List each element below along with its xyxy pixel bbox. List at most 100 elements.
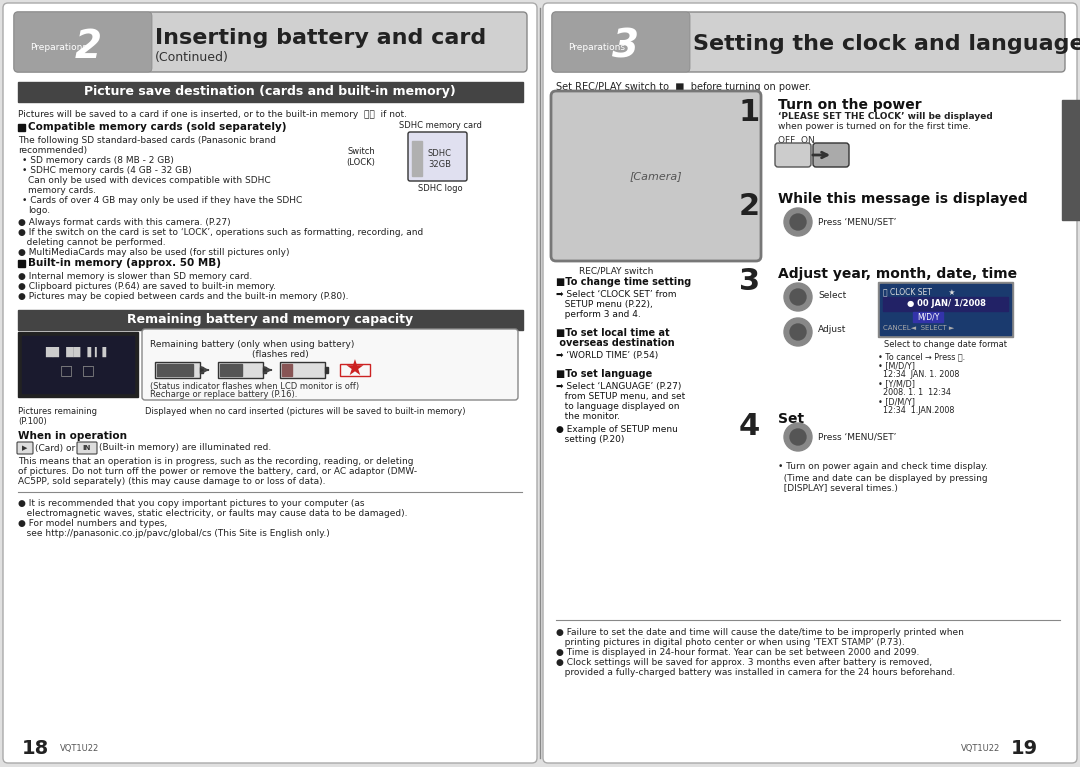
Text: Inserting battery and card: Inserting battery and card — [156, 28, 486, 48]
Text: ■To set local time at: ■To set local time at — [556, 328, 670, 338]
Text: The following SD standard-based cards (Panasonic brand: The following SD standard-based cards (P… — [18, 136, 276, 145]
Text: ● Always format cards with this camera. (P.27): ● Always format cards with this camera. … — [18, 218, 231, 227]
Text: perform 3 and 4.: perform 3 and 4. — [556, 310, 640, 319]
Circle shape — [784, 208, 812, 236]
Text: 12:34  1.JAN.2008: 12:34 1.JAN.2008 — [878, 406, 955, 415]
Text: While this message is displayed: While this message is displayed — [778, 192, 1028, 206]
Text: • Cards of over 4 GB may only be used if they have the SDHC: • Cards of over 4 GB may only be used if… — [22, 196, 302, 205]
Text: • Turn on power again and check time display.: • Turn on power again and check time dis… — [778, 462, 988, 471]
Text: when power is turned on for the first time.: when power is turned on for the first ti… — [778, 122, 971, 131]
FancyBboxPatch shape — [408, 132, 467, 181]
Text: ★: ★ — [345, 360, 365, 380]
Text: (Status indicator flashes when LCD monitor is off): (Status indicator flashes when LCD monit… — [150, 382, 360, 391]
Text: ■To change time setting: ■To change time setting — [556, 277, 691, 287]
Text: 18: 18 — [22, 739, 50, 758]
Text: Picture save destination (cards and built-in memory): Picture save destination (cards and buil… — [84, 85, 456, 98]
Text: M/D/Y: M/D/Y — [917, 312, 940, 321]
Bar — [264, 367, 266, 373]
Text: ● Pictures may be copied between cards and the built-in memory (P.80).: ● Pictures may be copied between cards a… — [18, 292, 349, 301]
Bar — [282, 364, 292, 376]
Text: 3: 3 — [612, 28, 639, 66]
Text: (Continued): (Continued) — [156, 51, 229, 64]
Text: Turn on the power: Turn on the power — [778, 98, 921, 112]
Circle shape — [784, 283, 812, 311]
FancyBboxPatch shape — [551, 91, 761, 261]
FancyBboxPatch shape — [543, 3, 1077, 763]
Bar — [883, 297, 1008, 311]
Text: ➡ Select ‘CLOCK SET’ from: ➡ Select ‘CLOCK SET’ from — [556, 290, 676, 299]
Bar — [218, 362, 264, 378]
Bar — [22, 336, 134, 393]
Text: CANCEL◄  SELECT ►: CANCEL◄ SELECT ► — [883, 325, 955, 331]
Text: [DISPLAY] several times.): [DISPLAY] several times.) — [778, 484, 897, 493]
Text: Pictures remaining: Pictures remaining — [18, 407, 97, 416]
Bar — [200, 367, 203, 373]
Text: REC/PLAY switch: REC/PLAY switch — [579, 266, 653, 275]
Text: Pictures will be saved to a card if one is inserted, or to the built-in memory  : Pictures will be saved to a card if one … — [18, 110, 407, 119]
Text: VQT1U22: VQT1U22 — [60, 743, 99, 752]
Bar — [913, 312, 943, 322]
Text: ⌚ CLOCK SET       ★: ⌚ CLOCK SET ★ — [883, 287, 956, 296]
Text: (Time and date can be displayed by pressing: (Time and date can be displayed by press… — [778, 474, 987, 483]
Text: • To cancel → Press Ⓓ.: • To cancel → Press Ⓓ. — [878, 352, 966, 361]
Text: VQT1U22: VQT1U22 — [961, 743, 1000, 752]
Text: ● Clipboard pictures (P.64) are saved to built-in memory.: ● Clipboard pictures (P.64) are saved to… — [18, 282, 276, 291]
Text: ● Example of SETUP menu: ● Example of SETUP menu — [556, 425, 678, 434]
Text: Adjust year, month, date, time: Adjust year, month, date, time — [778, 267, 1017, 281]
Text: 1: 1 — [739, 98, 760, 127]
Text: Set: Set — [778, 412, 805, 426]
Text: Switch
(LOCK): Switch (LOCK) — [346, 147, 375, 166]
Text: ‘PLEASE SET THE CLOCK’ will be displayed: ‘PLEASE SET THE CLOCK’ will be displayed — [778, 112, 993, 121]
Text: SDHC logo: SDHC logo — [418, 184, 462, 193]
Text: setting (P.20): setting (P.20) — [556, 435, 624, 444]
Text: [Camera]: [Camera] — [630, 171, 683, 181]
Text: Adjust: Adjust — [818, 325, 847, 334]
Text: ● Internal memory is slower than SD memory card.: ● Internal memory is slower than SD memo… — [18, 272, 253, 281]
FancyBboxPatch shape — [3, 3, 537, 763]
Text: □  □: □ □ — [60, 363, 95, 377]
Text: from SETUP menu, and set: from SETUP menu, and set — [556, 392, 685, 401]
Bar — [18, 310, 523, 330]
FancyBboxPatch shape — [17, 442, 33, 454]
Text: IN: IN — [83, 445, 91, 451]
Text: This means that an operation is in progress, such as the recording, reading, or : This means that an operation is in progr… — [18, 457, 414, 466]
Text: printing pictures in digital photo center or when using ‘TEXT STAMP’ (P.73).: printing pictures in digital photo cente… — [556, 638, 905, 647]
Circle shape — [789, 214, 806, 230]
Circle shape — [784, 423, 812, 451]
Bar — [325, 367, 328, 373]
Text: Select: Select — [818, 291, 847, 299]
Text: (Built-in memory) are illuminated red.: (Built-in memory) are illuminated red. — [99, 443, 271, 453]
Text: ▶: ▶ — [23, 445, 28, 451]
Text: electromagnetic waves, static electricity, or faults may cause data to be damage: electromagnetic waves, static electricit… — [18, 509, 407, 518]
Circle shape — [789, 429, 806, 445]
Bar — [878, 282, 1013, 337]
Text: see http://panasonic.co.jp/pavc/global/cs (This Site is English only.): see http://panasonic.co.jp/pavc/global/c… — [18, 529, 329, 538]
Text: Remaining battery (only when using battery): Remaining battery (only when using batte… — [150, 340, 354, 349]
Text: Press ‘MENU/SET’: Press ‘MENU/SET’ — [818, 433, 896, 442]
FancyBboxPatch shape — [813, 143, 849, 167]
Text: Select to change date format: Select to change date format — [885, 340, 1008, 349]
Text: ● Failure to set the date and time will cause the date/time to be improperly pri: ● Failure to set the date and time will … — [556, 628, 963, 637]
Bar — [340, 364, 370, 376]
Text: (flashes red): (flashes red) — [252, 350, 309, 359]
Bar — [618, 16, 686, 68]
Text: • SDHC memory cards (4 GB - 32 GB): • SDHC memory cards (4 GB - 32 GB) — [22, 166, 192, 175]
Text: Displayed when no card inserted (pictures will be saved to built-in memory): Displayed when no card inserted (picture… — [145, 407, 465, 416]
Bar — [18, 82, 523, 102]
Text: memory cards.: memory cards. — [28, 186, 96, 195]
Text: █▉  █▉  ▌▎▌: █▉ █▉ ▌▎▌ — [45, 347, 110, 357]
Text: • [M/D/Y]: • [M/D/Y] — [878, 361, 915, 370]
Text: of pictures. Do not turn off the power or remove the battery, card, or AC adapto: of pictures. Do not turn off the power o… — [18, 467, 417, 476]
Text: ➡ ‘WORLD TIME’ (P.54): ➡ ‘WORLD TIME’ (P.54) — [556, 351, 658, 360]
Text: Can only be used with devices compatible with SDHC: Can only be used with devices compatible… — [28, 176, 271, 185]
Bar — [18, 260, 25, 267]
Text: 19: 19 — [1011, 739, 1038, 758]
Text: ● It is recommended that you copy important pictures to your computer (as: ● It is recommended that you copy import… — [18, 499, 365, 508]
Text: ● Clock settings will be saved for approx. 3 months even after battery is remove: ● Clock settings will be saved for appro… — [556, 658, 932, 667]
Text: the monitor.: the monitor. — [556, 412, 620, 421]
Text: ● For model numbers and types,: ● For model numbers and types, — [18, 519, 167, 528]
Text: Compatible memory cards (sold separately): Compatible memory cards (sold separately… — [28, 123, 286, 133]
Text: 3: 3 — [739, 267, 760, 296]
Text: ● 00 JAN/ 1/2008: ● 00 JAN/ 1/2008 — [906, 299, 985, 308]
Text: 12:34  JAN. 1. 2008: 12:34 JAN. 1. 2008 — [878, 370, 959, 379]
